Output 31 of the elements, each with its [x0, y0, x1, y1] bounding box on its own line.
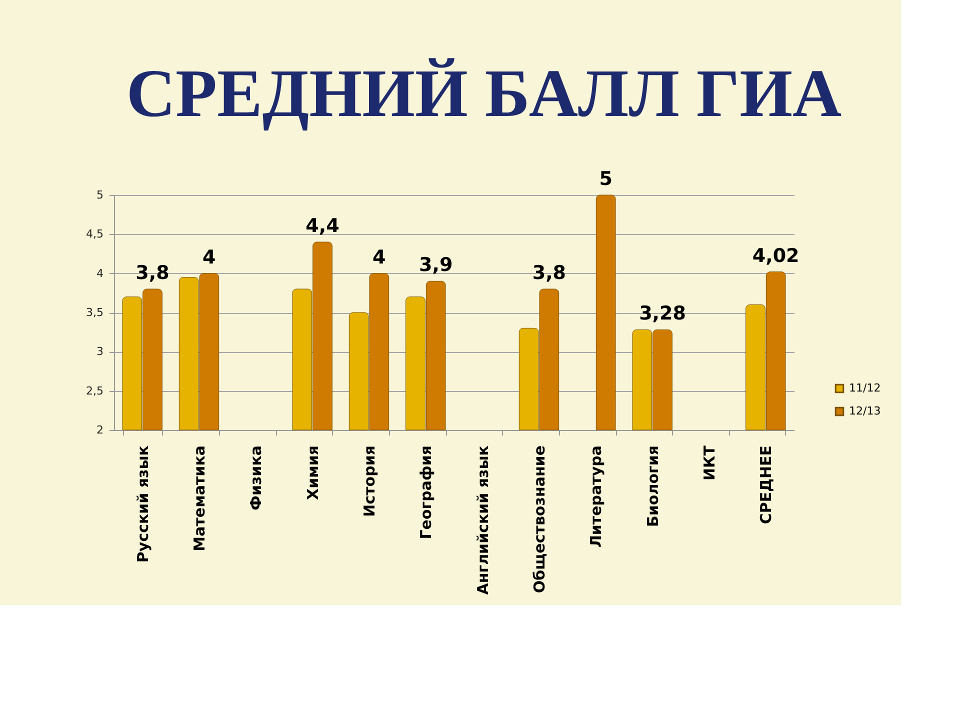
x-tick-label: Физика — [247, 446, 266, 510]
x-tick-label: ИКТ — [700, 444, 718, 481]
x-tick-label: Английский язык — [474, 446, 492, 595]
data-label: 4,4 — [306, 215, 340, 237]
data-label: 3,8 — [136, 262, 170, 284]
data-label: 5 — [599, 168, 612, 190]
x-tick-label: Химия — [304, 446, 322, 500]
y-tick-label: 5 — [96, 188, 104, 202]
y-tick-label: 4,5 — [86, 228, 104, 241]
data-label: 4 — [372, 246, 386, 268]
x-tick-label: СРЕДНЕЕ — [757, 446, 776, 524]
x-tick-label: Русский язык — [134, 446, 152, 563]
y-tick-label: 2,5 — [86, 384, 104, 398]
y-tick-label: 3,5 — [86, 306, 104, 319]
y-tick-label: 3 — [96, 345, 104, 358]
data-label: 3,9 — [419, 254, 453, 276]
legend-label: 11/12 — [849, 382, 881, 394]
data-label: 3,28 — [639, 302, 686, 325]
x-tick-label: Обществознание — [530, 446, 548, 594]
chart-title: СРЕДНИЙ БАЛЛ ГИА — [126, 55, 842, 131]
x-tick-label: Математика — [190, 446, 208, 552]
x-tick-label: Литература — [587, 446, 606, 548]
y-tick-label: 4 — [96, 266, 104, 280]
data-label: 4,02 — [752, 244, 800, 267]
x-tick-label: Биология — [644, 446, 662, 528]
data-label: 3,8 — [532, 262, 566, 284]
legend-label: 12/13 — [849, 404, 881, 418]
data-label: 4 — [202, 246, 216, 268]
y-tick-label: 2 — [96, 424, 104, 436]
x-tick-label: География — [417, 446, 436, 540]
x-tick-label: История — [360, 446, 378, 517]
